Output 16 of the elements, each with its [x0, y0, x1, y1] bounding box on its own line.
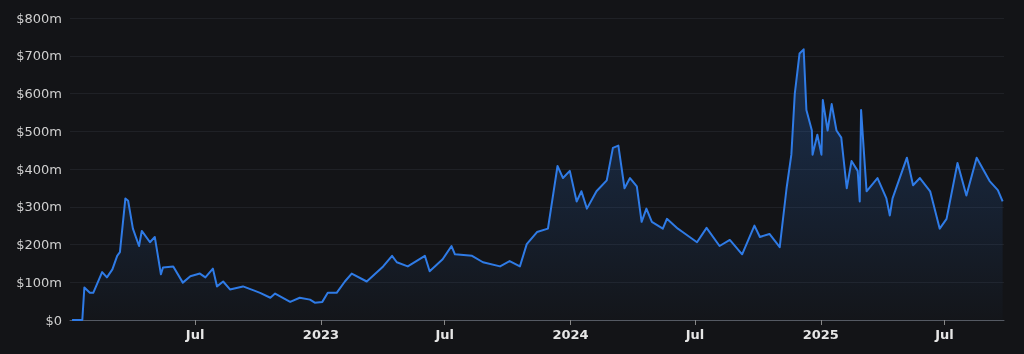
- y-tick-label: $600m: [16, 86, 62, 101]
- x-tick-label: Jul: [184, 327, 205, 342]
- y-tick-label: $0: [45, 312, 62, 328]
- y-tick-label: $100m: [16, 274, 62, 290]
- x-tick-label: 2025: [802, 327, 839, 342]
- y-tick-label: $700m: [16, 48, 62, 64]
- x-tick-label: 2023: [302, 327, 340, 342]
- x-tick-label: 2024: [552, 327, 589, 342]
- x-tick-label: Jul: [684, 327, 705, 342]
- y-tick-label: $800m: [16, 10, 62, 26]
- y-tick-label: $400m: [16, 161, 62, 177]
- x-tick-label: Jul: [934, 327, 954, 342]
- y-tick-label: $500m: [16, 123, 62, 139]
- y-tick-label: $200m: [16, 237, 62, 252]
- x-tick-label: Jul: [434, 327, 454, 342]
- y-tick-label: $300m: [16, 199, 62, 215]
